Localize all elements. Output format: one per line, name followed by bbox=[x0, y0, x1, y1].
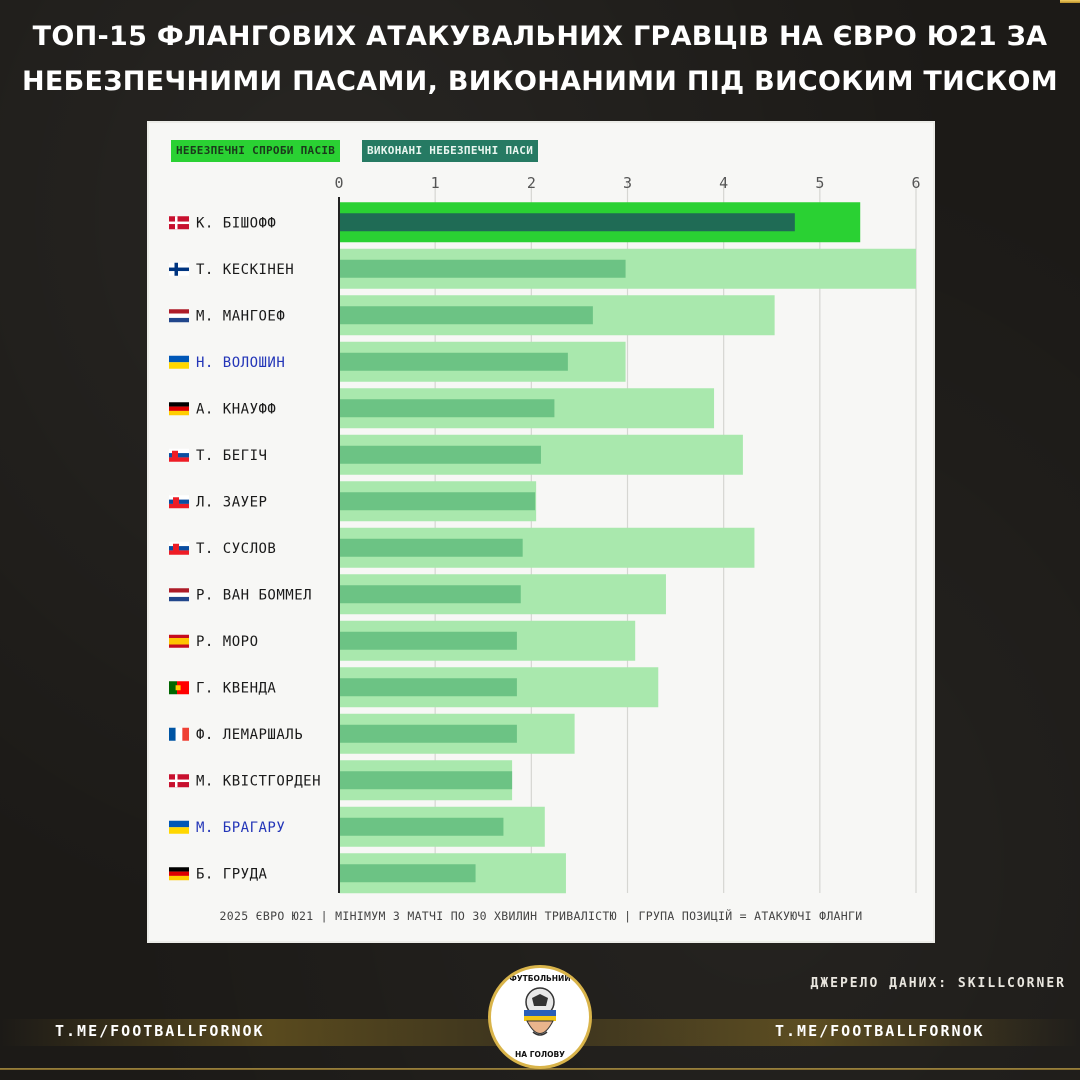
x-tick-label: 2 bbox=[527, 174, 536, 192]
bar-completed bbox=[339, 492, 536, 511]
denmark-flag-icon bbox=[169, 774, 189, 788]
germany-flag-icon bbox=[169, 867, 189, 881]
netherlands-flag-icon bbox=[169, 309, 189, 323]
gold-line-top bbox=[1060, 0, 1080, 3]
player-label: Т. СУСЛОВ bbox=[196, 541, 276, 557]
finland-flag-icon bbox=[169, 262, 189, 276]
x-tick-label: 4 bbox=[719, 174, 728, 192]
bar-completed bbox=[339, 259, 626, 278]
player-label: М. КВІСТГОРДЕН bbox=[196, 773, 321, 789]
player-label: Н. ВОЛОШИН bbox=[196, 355, 285, 371]
bar-completed bbox=[339, 817, 504, 836]
chart-footnote: 2025 ЄВРО Ю21 | МІНІМУМ 3 МАТЧІ ПО 30 ХВ… bbox=[219, 909, 863, 923]
page-title: ТОП-15 ФЛАНГОВИХ АТАКУВАЛЬНИХ ГРАВЦІВ НА… bbox=[0, 14, 1080, 104]
logo-bottom-text: НА ГОЛОВУ bbox=[515, 1050, 565, 1059]
bar-completed bbox=[339, 585, 521, 604]
x-tick-label: 1 bbox=[431, 174, 440, 192]
telegram-link-left[interactable]: T.ME/FOOTBALLFORNOK bbox=[55, 1022, 265, 1040]
france-flag-icon bbox=[169, 727, 189, 741]
player-label: М. БРАГАРУ bbox=[196, 820, 285, 836]
bar-completed bbox=[339, 306, 593, 325]
player-label: К. БІШОФФ bbox=[196, 215, 276, 231]
telegram-link-right[interactable]: T.ME/FOOTBALLFORNOK bbox=[775, 1022, 985, 1040]
player-label: Т. КЕСКІНЕН bbox=[196, 262, 294, 278]
player-label: Р. МОРО bbox=[196, 634, 259, 650]
chart-card: НЕБЕЗПЕЧНІ СПРОБИ ПАСІВ ВИКОНАНІ НЕБЕЗПЕ… bbox=[149, 123, 933, 941]
title-line-1: ТОП-15 ФЛАНГОВИХ АТАКУВАЛЬНИХ ГРАВЦІВ НА… bbox=[32, 21, 1048, 52]
portugal-flag-icon bbox=[169, 681, 189, 695]
bar-completed bbox=[339, 399, 555, 418]
player-label: Р. ВАН БОММЕЛ bbox=[196, 587, 312, 603]
channel-logo: ФУТБОЛЬНИЙ НА ГОЛОВУ bbox=[488, 965, 592, 1069]
netherlands-flag-icon bbox=[169, 588, 189, 602]
chart: 0 1 2 3 4 5 6 К. БІШОФФ Т. КЕСКІНЕН М. МАНГОЕФ Н. … bbox=[169, 174, 921, 894]
player-label: Ф. ЛЕМАРШАЛЬ bbox=[196, 727, 303, 743]
player-label: А. КНАУФФ bbox=[196, 401, 276, 417]
gold-line-left bbox=[0, 1068, 1080, 1070]
denmark-flag-icon bbox=[169, 216, 189, 230]
data-source: ДЖЕРЕЛО ДАНИХ: SKILLCORNER bbox=[810, 976, 1066, 991]
legend-completed: ВИКОНАНІ НЕБЕЗПЕЧНІ ПАСИ bbox=[362, 140, 539, 162]
player-label: Т. БЕГІЧ bbox=[196, 448, 267, 464]
bar-completed bbox=[339, 538, 523, 557]
player-label: Г. КВЕНДА bbox=[196, 680, 276, 696]
bar-completed bbox=[339, 631, 517, 650]
player-label: Л. ЗАУЕР bbox=[196, 494, 267, 510]
ukraine-flag-icon bbox=[169, 820, 189, 834]
legend-attempts: НЕБЕЗПЕЧНІ СПРОБИ ПАСІВ bbox=[171, 140, 341, 162]
x-tick-label: 6 bbox=[911, 174, 920, 192]
bar-completed bbox=[339, 771, 513, 790]
slovenia-flag-icon bbox=[169, 448, 189, 462]
ukraine-flag-icon bbox=[169, 355, 189, 369]
bar-completed bbox=[339, 213, 795, 232]
title-line-2: НЕБЕЗПЕЧНИМИ ПАСАМИ, ВИКОНАНИМИ ПІД ВИСО… bbox=[22, 66, 1058, 97]
logo-top-text: ФУТБОЛЬНИЙ bbox=[509, 974, 571, 983]
logo-icon bbox=[500, 977, 580, 1057]
x-tick-label: 0 bbox=[334, 174, 343, 192]
x-tick-label: 5 bbox=[815, 174, 824, 192]
bar-completed bbox=[339, 352, 568, 371]
player-label: Б. ГРУДА bbox=[196, 866, 268, 882]
bar-completed bbox=[339, 445, 541, 464]
bar-completed bbox=[339, 678, 517, 697]
slovakia-flag-icon bbox=[169, 495, 189, 509]
player-label: М. МАНГОЕФ bbox=[196, 308, 285, 324]
spain-flag-icon bbox=[169, 634, 189, 648]
bar-completed bbox=[339, 724, 517, 743]
slovakia-flag-icon bbox=[169, 541, 189, 555]
x-tick-label: 3 bbox=[623, 174, 632, 192]
germany-flag-icon bbox=[169, 402, 189, 416]
bar-completed bbox=[339, 864, 476, 883]
